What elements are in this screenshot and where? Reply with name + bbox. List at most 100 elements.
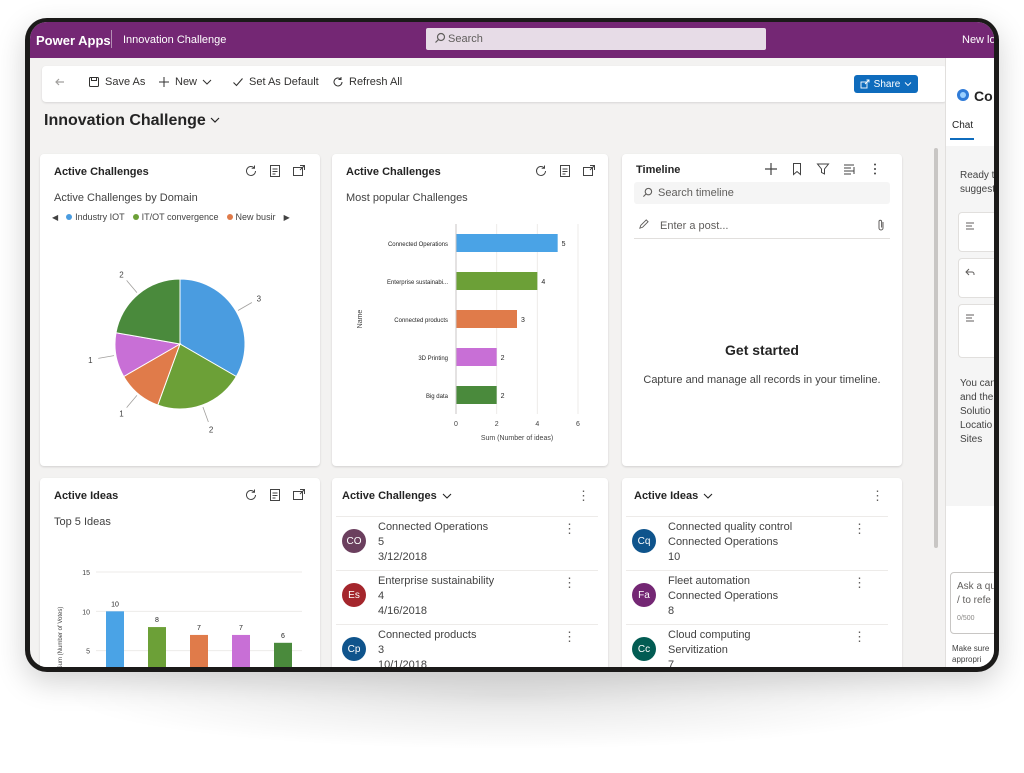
list-item[interactable]: Es Enterprise sustainability 4 4/16/2018… (336, 570, 598, 623)
card-actions (244, 164, 306, 178)
more-options-icon[interactable]: ⋮ (577, 488, 590, 503)
refresh-all-button[interactable]: Refresh All (332, 76, 402, 88)
refresh-icon[interactable] (244, 164, 258, 178)
more-options-icon[interactable]: ⋮ (853, 575, 866, 590)
save-as-label: Save As (105, 76, 146, 88)
pencil-icon (639, 219, 649, 229)
list-icon (966, 314, 974, 322)
help-line: Sites (960, 434, 983, 445)
chat-tab[interactable]: Chat (952, 120, 974, 131)
attachment-icon[interactable] (876, 219, 886, 231)
refresh-all-label: Refresh All (349, 76, 403, 88)
card-title: Active Ideas (54, 490, 119, 502)
list-title: Active Challenges (342, 490, 437, 502)
bar (274, 642, 292, 667)
more-options-icon[interactable]: ⋮ (853, 629, 866, 644)
save-as-button[interactable]: Save As (88, 76, 145, 88)
pie-slice (179, 278, 246, 378)
more-options-icon[interactable]: ⋮ (563, 629, 576, 644)
more-options-icon[interactable]: ⋮ (563, 521, 576, 536)
card-title: Active Challenges (54, 166, 149, 178)
ideas-list-card: Active Ideas ⋮ Cq Connected quality cont… (622, 478, 902, 667)
view-records-icon[interactable] (268, 488, 282, 502)
pie-data-label: 2 (119, 270, 124, 279)
suggestion-card[interactable] (958, 258, 994, 298)
share-button[interactable]: Share (854, 75, 918, 93)
copilot-input[interactable]: Ask a qu / to refe 0/500 (950, 572, 994, 634)
legend-prev-icon[interactable]: ◀ (52, 212, 59, 222)
post-placeholder: Enter a post... (660, 220, 729, 232)
copilot-icon (957, 89, 969, 101)
global-search[interactable]: Search (426, 28, 766, 50)
item-challenge: Connected Operations (668, 536, 779, 548)
suggestion-card[interactable] (958, 304, 994, 358)
pie-leader-line (126, 395, 138, 408)
more-options-icon[interactable] (868, 162, 882, 176)
add-icon[interactable] (764, 162, 778, 176)
more-options-icon[interactable]: ⋮ (871, 488, 884, 503)
card-actions (244, 488, 306, 502)
chevron-down-icon (442, 493, 452, 499)
list-icon (966, 222, 974, 230)
bookmark-icon[interactable] (790, 162, 804, 176)
list-title: Active Ideas (634, 490, 699, 502)
item-date: 10/1/2018 (378, 659, 427, 667)
x-axis-title: Sum (Number of ideas) (481, 435, 553, 442)
help-line: Locatio (960, 420, 993, 431)
bar (148, 627, 166, 667)
legend-item: IT/OT convergence (132, 212, 219, 222)
list-item[interactable]: Cc Cloud computing Servitization 7 ⋮ (626, 624, 888, 667)
timeline-post-input[interactable]: Enter a post... (634, 214, 890, 239)
chat-tab-indicator (950, 138, 974, 140)
y-axis-title: Sum (Number of Votes) (58, 607, 64, 667)
legend-next-icon[interactable]: ▶ (283, 212, 290, 222)
list-item[interactable]: CO Connected Operations 5 3/12/2018 ⋮ (336, 516, 598, 569)
timeline-title: Timeline (636, 164, 681, 176)
pie-leader-line (237, 302, 253, 311)
plus-icon (159, 77, 169, 87)
item-count: 4 (378, 590, 385, 602)
filter-icon[interactable] (816, 162, 830, 176)
list-item[interactable]: Cq Connected quality control Connected O… (626, 516, 888, 569)
pie-leader-line (126, 280, 138, 293)
bar-data-label: 6 (281, 633, 285, 640)
view-records-icon[interactable] (558, 164, 572, 178)
new-button[interactable]: New (158, 76, 212, 88)
horizontal-bar-chart: 0 2 4 6 Connected Operations 5 Enterprise sust… (357, 224, 580, 442)
refresh-icon[interactable] (244, 488, 258, 502)
timeline-search-input[interactable]: Search timeline (634, 182, 890, 204)
view-records-icon[interactable] (268, 164, 282, 178)
vertical-bar-chart: 051015108776Sum (Number of Votes) (58, 570, 302, 667)
bar-data-label: 4 (541, 279, 545, 286)
view-selector[interactable]: Active Ideas (634, 490, 713, 502)
x-tick-label: 6 (576, 421, 580, 428)
category-label: Big data (426, 394, 449, 400)
sort-list-icon[interactable] (842, 162, 856, 176)
page-scrollbar[interactable] (934, 148, 938, 548)
expand-icon[interactable] (292, 488, 306, 502)
dashboard-selector[interactable]: Innovation Challenge (44, 112, 220, 130)
expand-icon[interactable] (582, 164, 596, 178)
suggestion-card[interactable] (958, 212, 994, 252)
app-title[interactable]: Innovation Challenge (123, 34, 227, 46)
new-look-toggle[interactable]: New lo (962, 34, 994, 46)
more-options-icon[interactable]: ⋮ (563, 575, 576, 590)
list-item[interactable]: Fa Fleet automation Connected Operations… (626, 570, 888, 623)
bar (456, 386, 497, 404)
chart-subtitle: Active Challenges by Domain (54, 192, 198, 204)
list-item[interactable]: Cp Connected products 3 10/1/2018 ⋮ (336, 624, 598, 667)
app-name[interactable]: Power Apps (36, 33, 111, 48)
more-options-icon[interactable]: ⋮ (853, 521, 866, 536)
back-button[interactable] (54, 76, 66, 88)
refresh-icon[interactable] (534, 164, 548, 178)
share-icon (860, 79, 870, 89)
chart-subtitle: Most popular Challenges (346, 192, 468, 204)
expand-icon[interactable] (292, 164, 306, 178)
legend-item: New busir (226, 212, 276, 222)
help-line: Solutio (960, 406, 991, 417)
chevron-down-icon (202, 79, 212, 85)
set-as-default-button[interactable]: Set As Default (232, 76, 319, 88)
pie-chart: 3 2 1 1 2 (88, 270, 261, 434)
chevron-down-icon (905, 82, 912, 87)
view-selector[interactable]: Active Challenges (342, 490, 452, 502)
